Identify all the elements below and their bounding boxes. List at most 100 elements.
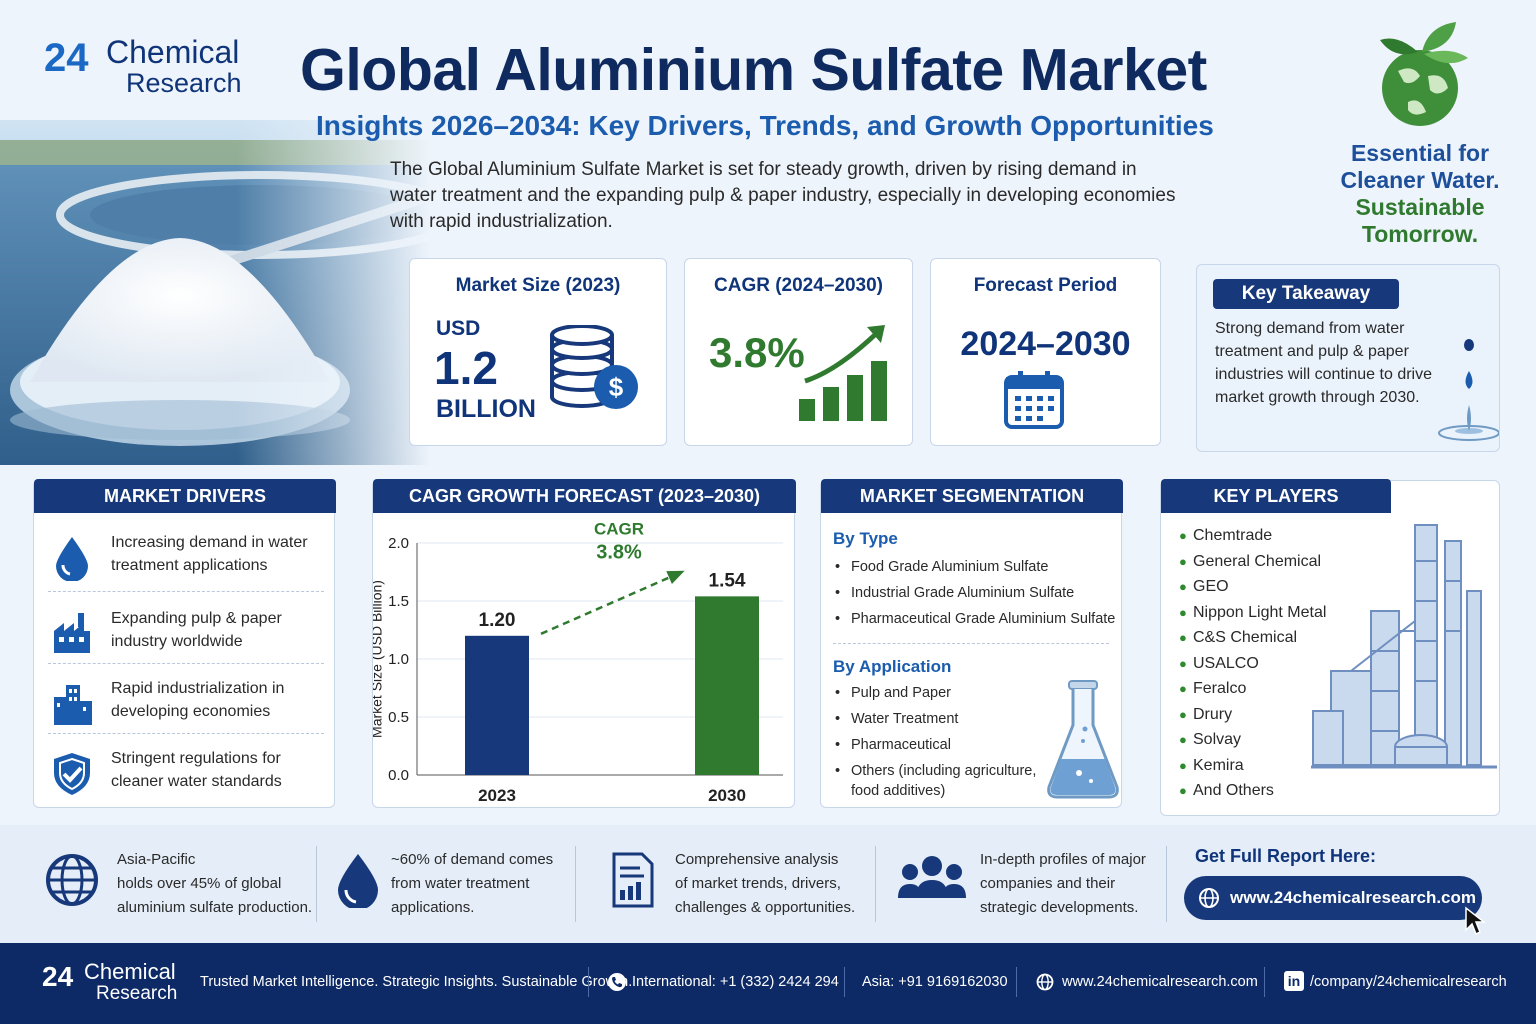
logo-line1: Chemical (106, 34, 240, 70)
driver-item: Stringent regulations for cleaner water … (48, 741, 320, 811)
cagr-value: 3.8% (709, 329, 805, 376)
key-player-name: USALCO (1193, 654, 1259, 672)
divider (1166, 846, 1167, 922)
footer: 24 Chemical Research Trusted Market Inte… (0, 943, 1536, 1024)
shield-check-icon (54, 753, 90, 795)
eco-globe-icon (1368, 16, 1478, 136)
bullet-icon: ● (1179, 604, 1187, 620)
footer-logo[interactable]: 24 Chemical Research (42, 959, 192, 1009)
market-size-value: 1.2 (434, 342, 498, 394)
phone-icon (608, 973, 626, 991)
fact-line: companies and their (980, 875, 1116, 892)
key-player-item: ● GEO (1179, 578, 1229, 596)
fact-analysis: Comprehensive analysis of market trends,… (675, 848, 855, 920)
page-subtitle: Insights 2026–2034: Key Drivers, Trends,… (316, 110, 1214, 141)
divider (575, 846, 576, 922)
bullet-icon: ● (1179, 553, 1187, 569)
x-tick-label: 2030 (708, 786, 746, 805)
key-player-item: ● General Chemical (1179, 553, 1321, 571)
key-player-item: ● Nippon Light Metal (1179, 604, 1326, 622)
key-player-item: ● USALCO (1179, 655, 1259, 673)
footer-international-phone[interactable]: International: +1 (332) 2424 294 (632, 974, 839, 990)
segment-item: • Pharmaceutical Grade Aluminium Sulfate (835, 611, 1116, 627)
forecast-period-value: 2024–2030 (960, 325, 1131, 363)
factory-icon (54, 613, 90, 653)
footer-website[interactable]: www.24chemicalresearch.com (1062, 974, 1258, 990)
key-player-item: ● C&S Chemical (1179, 629, 1297, 647)
key-player-item: ● Feralco (1179, 680, 1246, 698)
key-player-name: Nippon Light Metal (1193, 603, 1327, 621)
key-player-name: GEO (1193, 578, 1229, 595)
divider (48, 733, 324, 734)
key-player-name: Drury (1193, 705, 1233, 723)
flask-icon (1047, 680, 1119, 799)
key-players-panel: KEY PLAYERS ● Chemtrade ● General Chemical ●… (1160, 479, 1500, 816)
report-link-button[interactable]: www.24chemicalresearch.com (1184, 876, 1482, 920)
by-type-label: By Type (833, 529, 898, 548)
key-player-item: ● And Others (1179, 782, 1274, 800)
bar-value-label: 1.20 (479, 610, 516, 631)
cagr-annotation-label: CAGR (594, 519, 644, 538)
bar-2023 (465, 635, 529, 775)
market-segmentation-panel: MARKET SEGMENTATION By Type • Food Grade … (820, 479, 1123, 808)
tagline-line4: Tomorrow. (1361, 221, 1479, 247)
forecast-period-card: Forecast Period 2024–2030 (930, 258, 1161, 446)
driver-item: Rapid industrialization in developing ec… (48, 671, 320, 741)
divider (833, 643, 1109, 644)
cagr-annotation-value: 3.8% (596, 541, 642, 563)
segment-text: Others (including agriculture, (851, 763, 1037, 779)
key-player-item: ● Drury (1179, 706, 1232, 724)
fact-line: challenges & opportunities. (675, 899, 856, 916)
divider (316, 846, 317, 922)
people-icon (898, 856, 966, 898)
logo-number: 24 (42, 961, 74, 992)
cursor-icon (1465, 906, 1486, 936)
intro-text: The Global Aluminium Sulfate Market is s… (390, 159, 1176, 232)
bar-value-label: 1.54 (709, 570, 746, 591)
key-player-name: Feralco (1193, 680, 1247, 697)
key-player-item: ● Kemira (1179, 757, 1244, 775)
cagr-label: CAGR (2024–2030) (714, 275, 883, 296)
coin-stack-dollar-icon: $ (550, 325, 638, 409)
segmentation-title: MARKET SEGMENTATION (821, 479, 1123, 513)
segment-item: • Pulp and Paper (835, 685, 951, 701)
company-logo[interactable]: 24 Chemical Research (44, 34, 274, 104)
segment-item: • Industrial Grade Aluminium Sulfate (835, 585, 1075, 601)
fact-water-demand: ~60% of demand comes from water treatmen… (391, 848, 553, 920)
footer-asia-phone[interactable]: Asia: +91 9169162030 (862, 974, 1008, 990)
fact-line: In-depth profiles of major (980, 851, 1146, 868)
segment-item: • Pharmaceutical (835, 737, 951, 753)
segment-text: Pharmaceutical (851, 737, 951, 753)
driver-text: Stringent regulations for cleaner water … (111, 750, 282, 790)
market-size-currency: USD (436, 317, 481, 340)
fact-line: strategic developments. (980, 899, 1139, 916)
bullet-icon: ● (1179, 681, 1187, 696)
globe-icon (1199, 888, 1219, 908)
segment-text: Industrial Grade Aluminium Sulfate (851, 585, 1075, 601)
water-drop-icon (338, 854, 378, 908)
bullet-icon: ● (1179, 630, 1187, 645)
tagline-line3: Sustainable (1355, 194, 1485, 220)
footer-slogan: Trusted Market Intelligence. Strategic I… (200, 974, 633, 990)
fact-line: holds over 45% of global (117, 875, 282, 892)
key-player-name: Chemtrade (1193, 527, 1273, 544)
footer-linkedin[interactable]: /company/24chemicalresearch (1310, 974, 1507, 990)
by-application-label: By Application (833, 657, 952, 676)
y-tick-label: 0.5 (388, 709, 409, 726)
segment-text: Pulp and Paper (851, 685, 951, 701)
cagr-forecast-chart-panel: CAGR GROWTH FORECAST (2023–2030) 0.0 0.5 1… (372, 479, 796, 808)
market-drivers-title: MARKET DRIVERS (34, 479, 336, 513)
driver-text: Increasing demand in water treatment app… (111, 534, 308, 574)
bullet-icon: ● (1179, 732, 1187, 747)
chart-title: CAGR GROWTH FORECAST (2023–2030) (373, 479, 796, 513)
divider (844, 967, 845, 997)
linkedin-icon: in (1284, 971, 1304, 991)
market-size-label: Market Size (2023) (455, 275, 621, 296)
tagline-line2: Cleaner Water. (1340, 167, 1500, 193)
key-player-name: Solvay (1193, 731, 1242, 748)
fact-line: from water treatment (391, 875, 530, 892)
driver-text: Rapid industrialization in developing ec… (111, 680, 285, 720)
driver-item: Increasing demand in water treatment app… (48, 525, 320, 595)
segment-item-continued: food additives) (851, 783, 946, 799)
report-icon (612, 852, 654, 908)
